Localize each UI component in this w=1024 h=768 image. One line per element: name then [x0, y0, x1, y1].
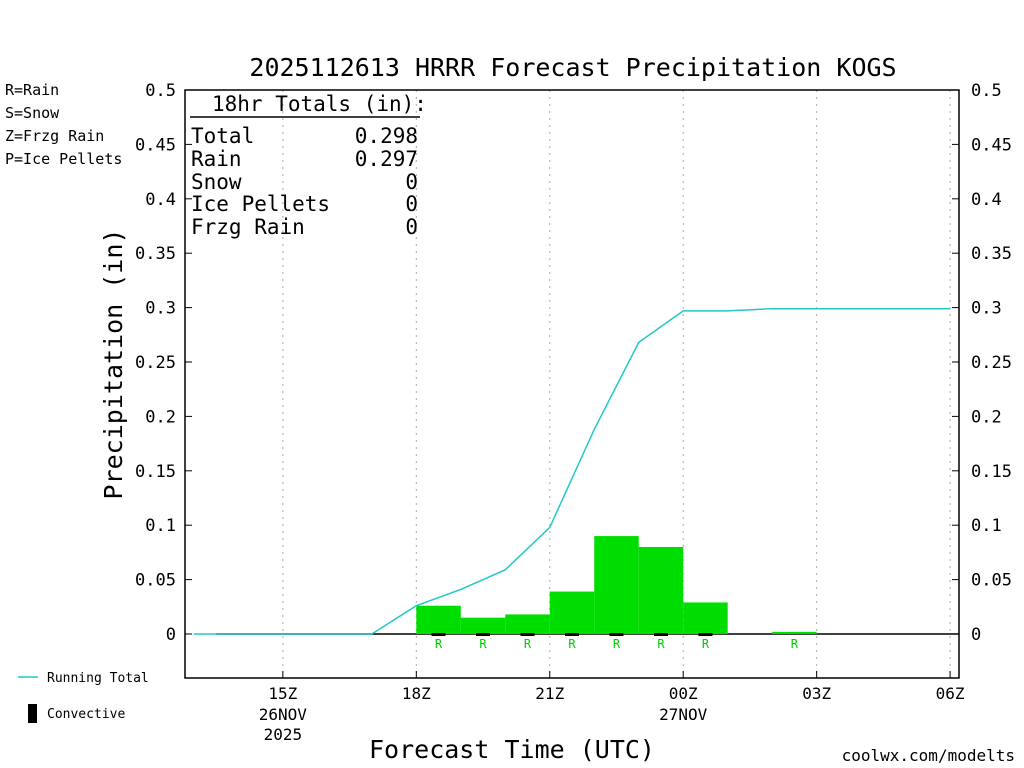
precip-bar — [505, 614, 550, 634]
convective-bar — [476, 633, 491, 636]
y-tick-label-left: 0.15 — [135, 462, 176, 482]
y-tick-label-right: 0.5 — [971, 81, 1002, 101]
totals-value-rain: 0.297 — [355, 147, 418, 171]
precip-type-letter: R — [702, 637, 710, 651]
x-tick-label: 15Z — [268, 684, 297, 703]
precip-bar — [460, 617, 506, 634]
chart-title: 2025112613 HRRR Forecast Precipitation K… — [249, 53, 896, 82]
x-tick-label: 06Z — [936, 684, 965, 703]
legend-ice-pellets: P=Ice Pellets — [5, 150, 122, 168]
y-tick-label-left: 0.25 — [135, 353, 176, 373]
y-tick-label-right: 0.15 — [971, 462, 1012, 482]
y-tick-label-right: 0.1 — [971, 516, 1002, 536]
precip-bar — [549, 591, 595, 634]
credit-text: coolwx.com/modelts — [842, 746, 1015, 765]
precip-bar — [416, 605, 461, 634]
x-tick-label: 18Z — [402, 684, 431, 703]
legend-frzg-rain: Z=Frzg Rain — [5, 127, 104, 145]
totals-value-frzg-rain: 0 — [405, 215, 418, 239]
y-tick-label-right: 0.2 — [971, 407, 1002, 427]
totals-box: 18hr Totals (in): Total 0.298 Rain 0.297… — [190, 92, 427, 239]
x-tick-date: 26NOV — [259, 705, 308, 724]
totals-label-ice-pellets: Ice Pellets — [191, 192, 330, 216]
totals-value-snow: 0 — [405, 170, 418, 194]
x-tick-label: 03Z — [802, 684, 831, 703]
y-tick-label-left: 0.2 — [145, 407, 176, 427]
convective-legend-swatch — [28, 704, 37, 723]
y-tick-label-left: 0.45 — [135, 135, 176, 155]
convective-bar — [520, 633, 535, 636]
y-tick-label-right: 0.4 — [971, 190, 1002, 210]
running-total-line — [193, 307, 951, 635]
convective-legend-label: Convective — [47, 707, 125, 722]
y-tick-label-right: 0.35 — [971, 244, 1012, 264]
convective-bar — [565, 633, 579, 636]
y-tick-label-left: 0.05 — [135, 571, 176, 591]
convective-bar — [653, 633, 668, 636]
running-total-legend-label: Running Total — [47, 671, 149, 686]
precip-bar — [594, 536, 639, 634]
y-tick-label-right: 0.05 — [971, 571, 1012, 591]
legend-snow: S=Snow — [5, 104, 60, 122]
y-tick-label-left: 0.5 — [145, 81, 176, 101]
x-tick-year: 2025 — [264, 725, 303, 744]
precip-type-letter: R — [613, 637, 621, 651]
convective-bar — [431, 633, 446, 636]
precip-type-letter: R — [479, 637, 487, 651]
precip-bar — [772, 631, 817, 634]
precip-type-letter: R — [791, 637, 799, 651]
precip-type-letter: R — [524, 637, 532, 651]
totals-label-total: Total — [191, 124, 254, 148]
plot-frame — [184, 89, 960, 679]
x-axis-label: Forecast Time (UTC) — [369, 735, 655, 764]
y-axis-label: Precipitation (in) — [99, 229, 128, 500]
totals-header: 18hr Totals (in): — [212, 92, 427, 116]
precip-type-letter: R — [657, 637, 665, 651]
y-tick-label-right: 0 — [971, 625, 981, 645]
convective-bar — [698, 633, 713, 636]
y-tick-label-left: 0.3 — [145, 299, 176, 319]
y-tick-label-left: 0.35 — [135, 244, 176, 264]
totals-value-total: 0.298 — [355, 124, 418, 148]
y-tick-label-right: 0.45 — [971, 135, 1012, 155]
x-tick-label: 21Z — [535, 684, 564, 703]
y-tick-label-right: 0.3 — [971, 299, 1002, 319]
y-tick-label-left: 0.1 — [145, 516, 176, 536]
convective-bar — [609, 633, 624, 636]
bar-layer — [416, 536, 817, 636]
y-tick-label-right: 0.25 — [971, 353, 1012, 373]
x-tick-date: 27NOV — [659, 705, 708, 724]
precip-type-letter: R — [435, 637, 443, 651]
totals-label-rain: Rain — [191, 147, 242, 171]
totals-value-ice-pellets: 0 — [405, 192, 418, 216]
legend-rain: R=Rain — [5, 81, 59, 99]
totals-label-frzg-rain: Frzg Rain — [191, 215, 305, 239]
line-layer — [193, 307, 951, 635]
totals-label-snow: Snow — [191, 170, 242, 194]
y-tick-label-left: 0.4 — [145, 190, 176, 210]
precip-type-letter: R — [568, 637, 576, 651]
y-tick-label-left: 0 — [166, 625, 176, 645]
x-tick-label: 00Z — [669, 684, 698, 703]
precip-bar — [683, 602, 728, 634]
precip-bar — [638, 546, 684, 634]
